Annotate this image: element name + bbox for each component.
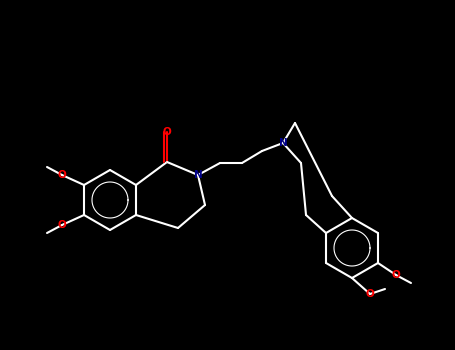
Text: N: N <box>194 170 202 180</box>
Text: N: N <box>278 138 288 148</box>
Text: O: O <box>392 270 400 280</box>
Text: O: O <box>366 289 374 299</box>
Text: O: O <box>162 127 172 137</box>
Text: O: O <box>58 170 66 180</box>
Text: O: O <box>58 220 66 230</box>
